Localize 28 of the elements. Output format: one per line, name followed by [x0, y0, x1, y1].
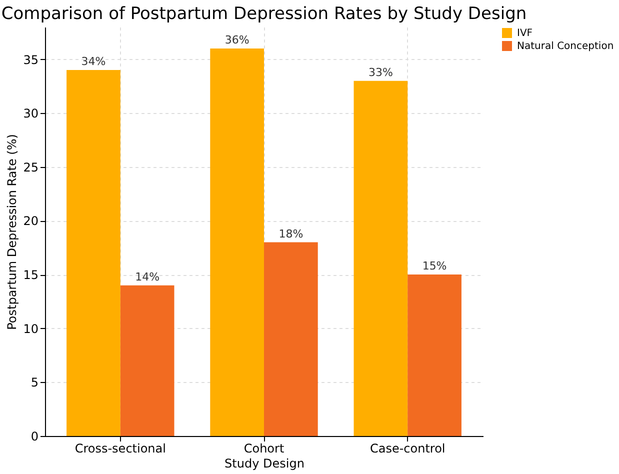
chart-title: Comparison of Postpartum Depression Rates by Study Design: [1, 4, 527, 24]
x-tick-label: Cohort: [244, 442, 284, 456]
bar: [210, 48, 264, 436]
data-label: 34%: [81, 55, 106, 68]
data-label: 14%: [135, 270, 160, 284]
y-tick-label: 30: [23, 106, 38, 121]
legend-label: Natural Conception: [517, 41, 614, 52]
data-label: 18%: [278, 227, 304, 240]
x-axis-title: Study Design: [224, 456, 304, 470]
data-label: 15%: [422, 260, 447, 273]
legend-label: IVF: [517, 28, 533, 39]
x-tick-label: Cross-sectional: [74, 442, 166, 456]
x-tick-label: Case-control: [370, 442, 446, 456]
y-tick-label: 25: [23, 160, 38, 174]
bar: [354, 80, 408, 436]
y-axis-title: Postpartum Depression Rate (%): [5, 134, 20, 330]
bar: [66, 70, 120, 436]
bar: [408, 274, 462, 436]
y-tick-label: 0: [30, 430, 38, 444]
y-tick-label: 10: [23, 322, 38, 336]
y-tick-label: 15: [23, 268, 38, 282]
y-tick-label: 5: [30, 376, 38, 390]
y-tick-label: 20: [23, 214, 38, 228]
data-label: 36%: [224, 34, 250, 47]
bar: [264, 242, 318, 436]
y-tick-label: 35: [23, 52, 38, 67]
bar: [120, 285, 174, 436]
data-label: 33%: [368, 66, 393, 79]
